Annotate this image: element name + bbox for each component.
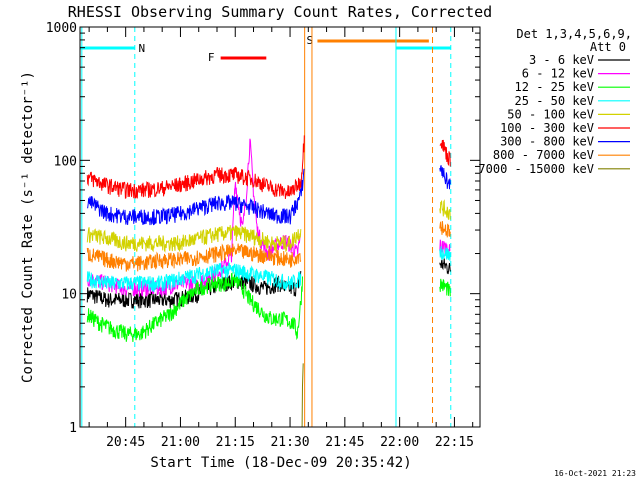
x-tick-label: 21:15 [216, 435, 255, 450]
legend-entry-label: 100 - 300 keV [500, 121, 594, 135]
legend-entry-label: 12 - 25 keV [515, 80, 594, 94]
series-line [439, 246, 451, 261]
series-line [87, 168, 305, 226]
x-axis-label: Start Time (18-Dec-09 20:35:42) [150, 455, 411, 471]
series-line [86, 135, 305, 200]
legend-subtitle: Att 0 [590, 40, 626, 54]
series-line [439, 258, 451, 275]
observing-flags: N F S [80, 27, 452, 427]
y-axis-label: Corrected Count Rate (s⁻¹ detector⁻¹) [20, 71, 36, 383]
y-tick-label: 10 [61, 288, 77, 303]
legend-entry-label: 800 - 7000 keV [493, 148, 594, 162]
legend-entry-label: 7000 - 15000 keV [478, 162, 594, 176]
series-line [301, 363, 304, 428]
series-layer [86, 135, 451, 428]
x-tick-label: 21:45 [325, 435, 364, 450]
chart-title: RHESSI Observing Summary Count Rates, Co… [68, 3, 492, 21]
legend-entry-label: 6 - 12 keV [522, 67, 594, 81]
saa-flag-label: S [306, 34, 313, 47]
series-line [86, 262, 302, 292]
y-tick-label: 1 [69, 421, 77, 436]
axes: 20:45 21:00 21:15 21:30 21:45 22:00 22:15 1 10 10… [46, 21, 480, 450]
footer-timestamp: 16-Oct-2021 21:23 [554, 469, 636, 478]
night-flag-label: N [138, 42, 145, 55]
x-tick-label: 21:30 [270, 435, 309, 450]
x-tick-label: 20:45 [106, 435, 145, 450]
flare-flag-label: F [208, 51, 215, 64]
series-line [86, 225, 302, 253]
series-line [439, 221, 451, 238]
series-line [86, 271, 303, 343]
series-line [439, 139, 451, 167]
y-tick-label: 1000 [46, 21, 77, 36]
y-tick-label: 100 [54, 154, 77, 169]
plot-frame [79, 26, 481, 428]
series-line [439, 165, 451, 190]
legend-entry-label: 25 - 50 keV [515, 94, 594, 108]
x-tick-label: 21:00 [161, 435, 200, 450]
legend-entry-label: 300 - 800 keV [500, 135, 594, 149]
series-line [86, 243, 302, 272]
x-tick-label: 22:00 [380, 435, 419, 450]
legend-entry-label: 3 - 6 keV [529, 53, 594, 67]
x-tick-label: 22:15 [435, 435, 474, 450]
series-line [439, 199, 451, 220]
series-line [439, 278, 451, 297]
legend-title: Det 1,3,4,5,6,9, [516, 27, 632, 41]
legend-entry-label: 50 - 100 keV [507, 107, 594, 121]
